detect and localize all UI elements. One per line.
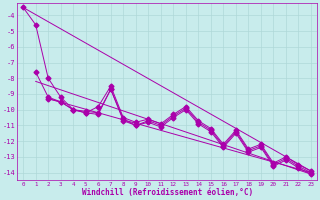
X-axis label: Windchill (Refroidissement éolien,°C): Windchill (Refroidissement éolien,°C) xyxy=(82,188,252,197)
